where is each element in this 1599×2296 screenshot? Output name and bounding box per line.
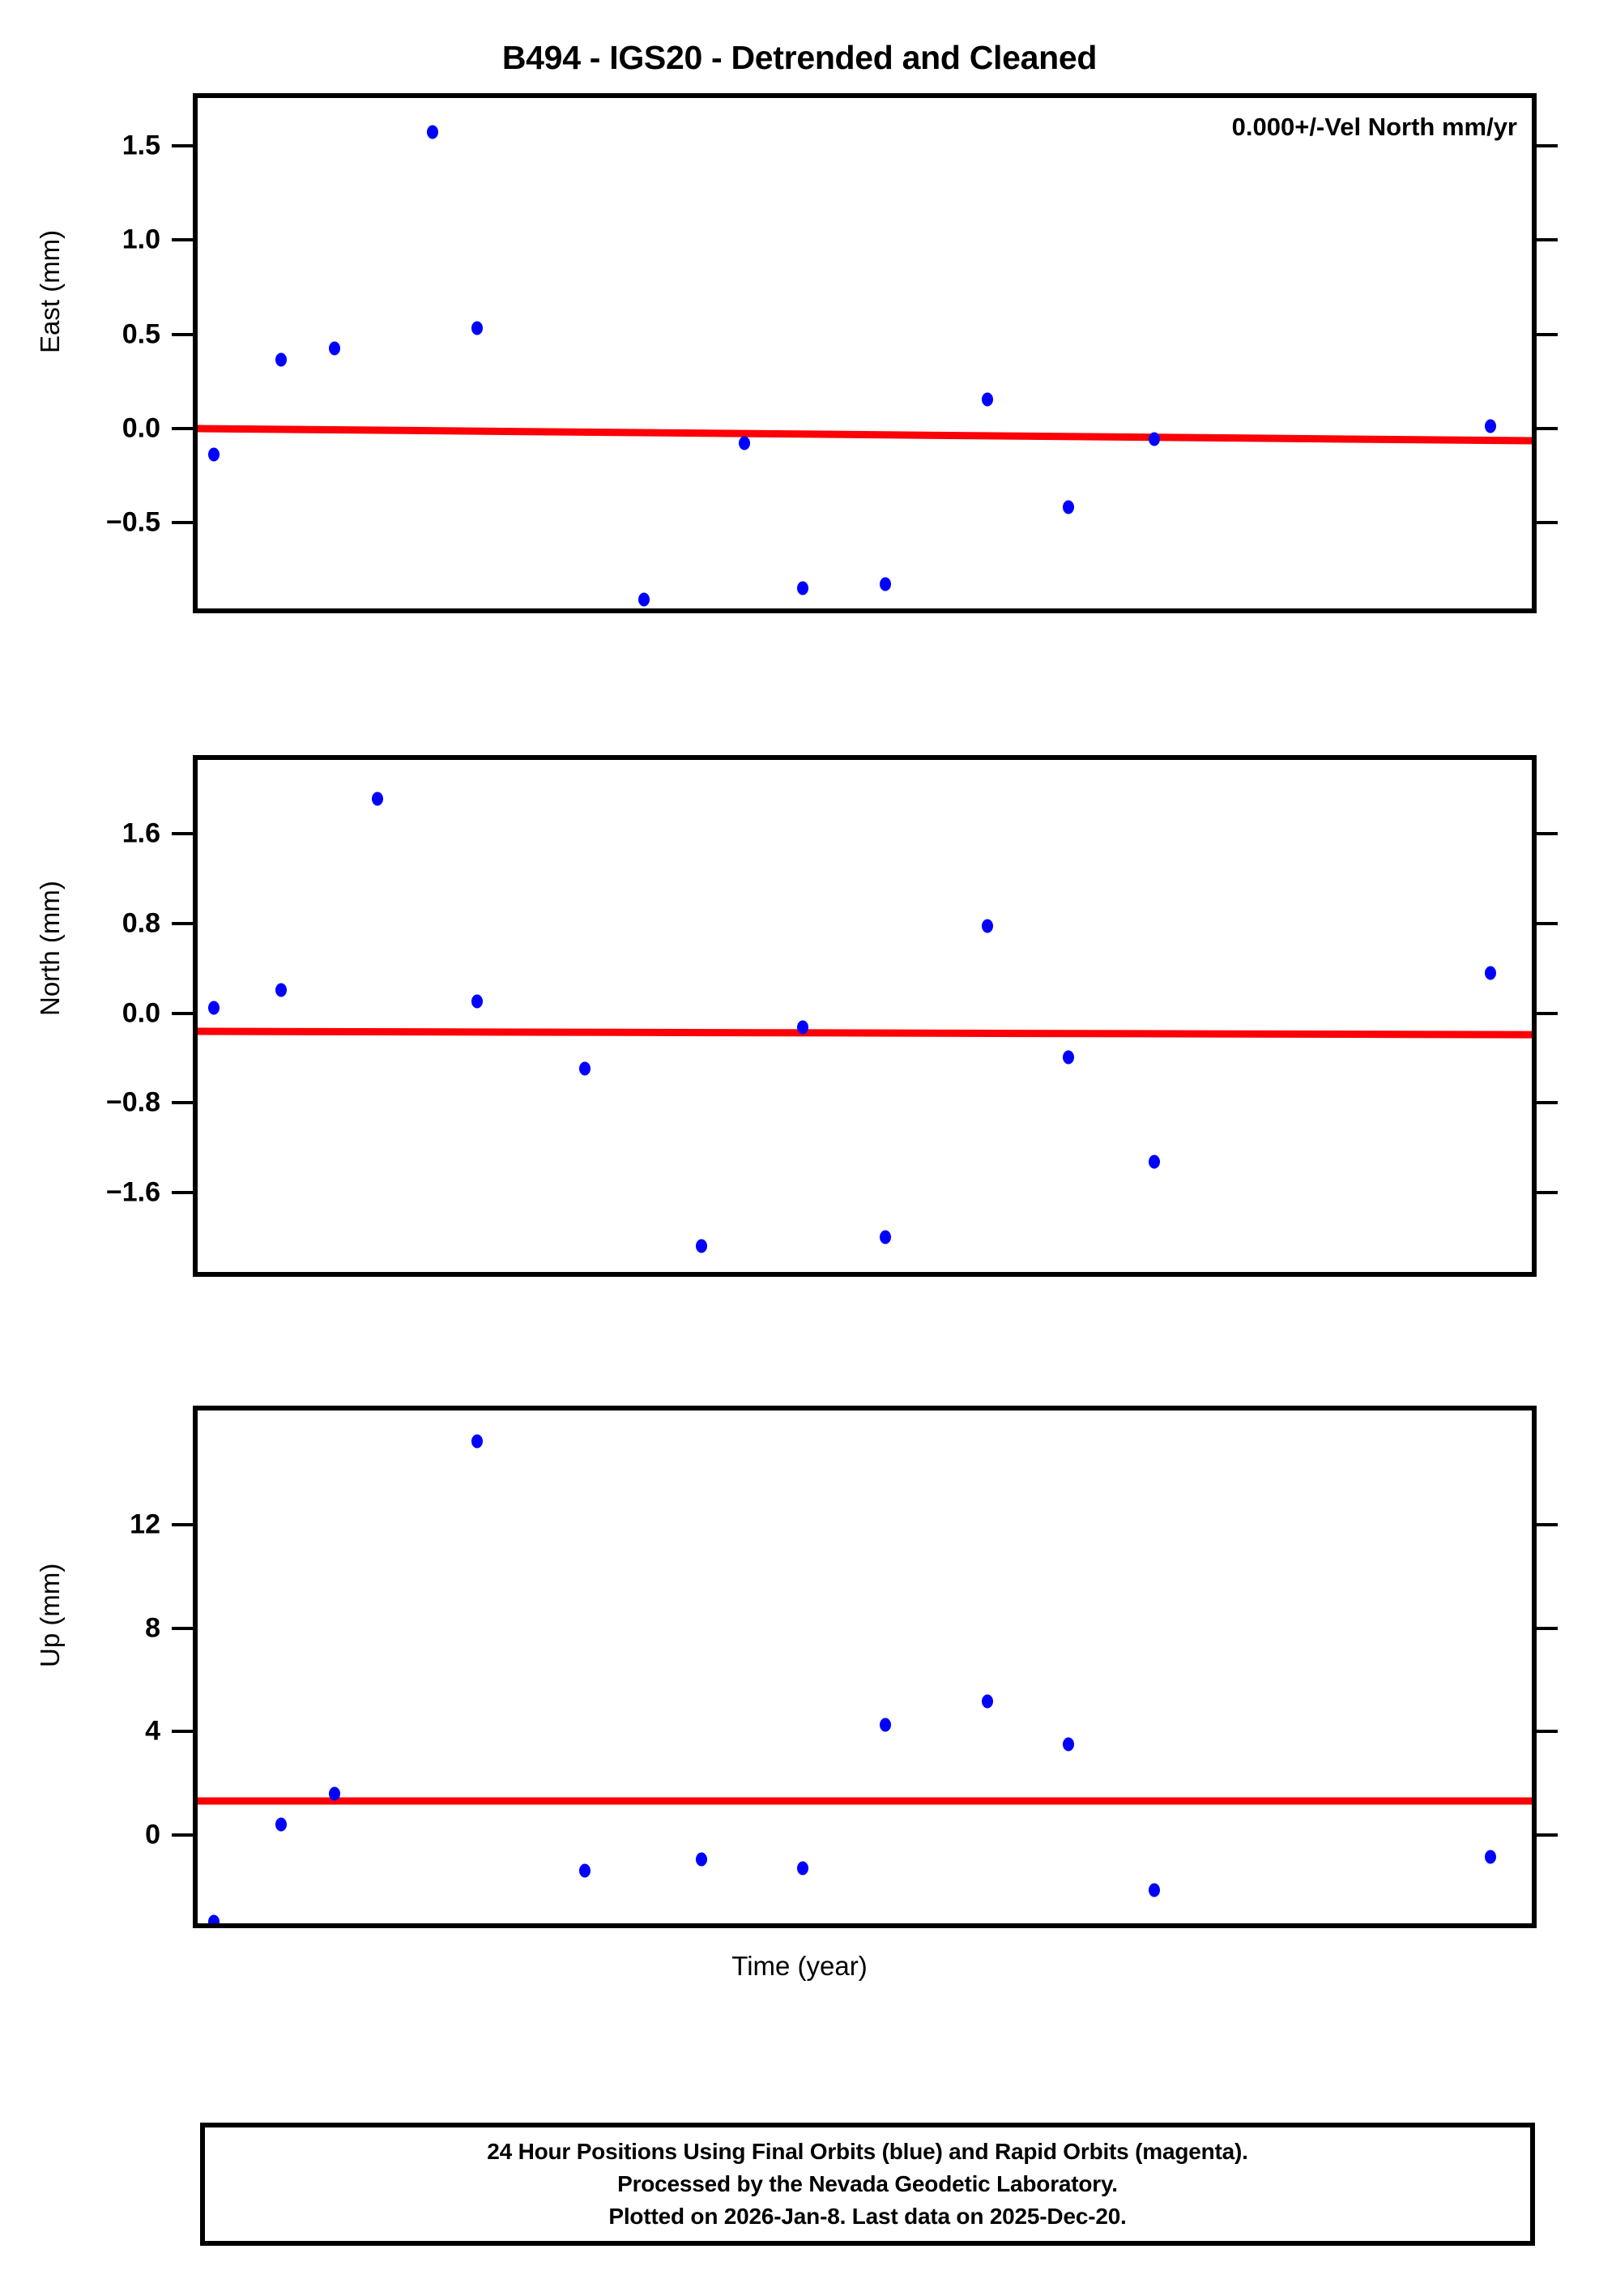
data-point [880, 1230, 892, 1244]
y-tick-mark [172, 1730, 193, 1734]
y-tick-mark [172, 521, 193, 525]
data-point [739, 436, 751, 450]
trend-line-north [198, 1027, 1532, 1039]
data-point [471, 321, 484, 335]
plot-area-up [198, 1410, 1532, 1923]
data-point [796, 1861, 808, 1876]
data-point [1149, 432, 1161, 446]
panel-east [193, 93, 1537, 613]
y-tick-label: −0.8 [105, 1086, 160, 1118]
data-point [207, 447, 220, 462]
y-tick-mark [172, 921, 193, 925]
y-tick-label: 8 [145, 1612, 160, 1644]
data-point [578, 1061, 591, 1076]
data-point [471, 1434, 484, 1449]
y-tick-label: 0.5 [122, 318, 160, 350]
y-tick-mark [1537, 427, 1558, 431]
y-tick-mark [1537, 1011, 1558, 1015]
data-point [275, 1817, 287, 1832]
y-tick-label: 1.0 [122, 224, 160, 255]
y-tick-mark [1537, 1730, 1558, 1734]
x-axis-label: Time (year) [731, 1951, 868, 1981]
data-point [880, 1718, 892, 1732]
data-point [696, 1239, 708, 1253]
trend-line-east [198, 425, 1532, 445]
data-point [1484, 419, 1496, 433]
y-tick-mark [172, 427, 193, 431]
y-tick-mark [172, 831, 193, 835]
y-tick-mark [172, 1833, 193, 1837]
data-point [982, 919, 994, 933]
figure-title: B494 - IGS20 - Detrended and Cleaned [501, 39, 1098, 76]
velocity-annotation: 0.000+/-Vel North mm/yr [1231, 113, 1517, 141]
y-tick-mark [172, 1101, 193, 1105]
y-tick-label: 1.5 [122, 130, 160, 161]
data-point [982, 392, 994, 407]
data-point [982, 1694, 994, 1709]
footer-line-3: Plotted on 2026-Jan-8. Last data on 2025… [608, 2203, 1127, 2229]
data-point [372, 792, 384, 806]
y-tick-mark [1537, 921, 1558, 925]
y-tick-mark [172, 238, 193, 242]
y-tick-mark [1537, 1626, 1558, 1630]
data-point [329, 1786, 341, 1801]
data-point [1149, 1883, 1161, 1897]
footer-line-1: 24 Hour Positions Using Final Orbits (bl… [487, 2139, 1248, 2165]
y-tick-mark [1537, 1833, 1558, 1837]
data-point [1063, 1737, 1075, 1752]
y-tick-mark [1537, 144, 1558, 148]
y-tick-mark [172, 1626, 193, 1630]
data-point [329, 341, 341, 356]
y-tick-mark [1537, 1101, 1558, 1105]
data-point [207, 1001, 220, 1015]
data-point [1484, 966, 1496, 980]
panel-up [193, 1406, 1537, 1928]
data-point [796, 1020, 808, 1035]
data-point [207, 1914, 220, 1923]
trend-line-up [198, 1797, 1532, 1805]
y-tick-label: −1.6 [105, 1176, 160, 1208]
y-tick-mark [172, 144, 193, 148]
y-tick-label: 1.6 [122, 817, 160, 849]
data-point [275, 983, 287, 997]
data-point [578, 1863, 591, 1878]
data-point [1063, 500, 1075, 514]
data-point [637, 592, 650, 607]
y-tick-mark [172, 332, 193, 336]
y-tick-label: 12 [130, 1509, 160, 1540]
y-tick-mark [1537, 1522, 1558, 1526]
data-point [880, 577, 892, 591]
y-tick-label: 0.0 [122, 997, 160, 1029]
data-point [1063, 1050, 1075, 1065]
y-tick-label: 4 [145, 1715, 160, 1747]
y-tick-mark [1537, 238, 1558, 242]
y-tick-label: 0.8 [122, 907, 160, 939]
data-point [1149, 1154, 1161, 1169]
data-point [427, 125, 439, 139]
y-tick-mark [1537, 521, 1558, 525]
y-tick-mark [1537, 332, 1558, 336]
footer-line-2: Processed by the Nevada Geodetic Laborat… [617, 2171, 1118, 2197]
footer-caption-box: 24 Hour Positions Using Final Orbits (bl… [200, 2123, 1535, 2246]
y-tick-label: −0.5 [105, 506, 160, 538]
data-point [696, 1852, 708, 1867]
plot-area-east [198, 98, 1532, 608]
y-tick-label: 0.0 [122, 412, 160, 444]
y-tick-mark [172, 1191, 193, 1195]
y-tick-label: 0 [145, 1819, 160, 1850]
plot-area-north [198, 760, 1532, 1272]
data-point [1484, 1850, 1496, 1864]
y-tick-mark [172, 1522, 193, 1526]
y-tick-mark [172, 1011, 193, 1015]
y-tick-mark [1537, 831, 1558, 835]
data-point [796, 581, 808, 595]
data-point [471, 994, 484, 1009]
y-tick-mark [1537, 1191, 1558, 1195]
data-point [275, 352, 287, 367]
panel-north [193, 755, 1537, 1277]
